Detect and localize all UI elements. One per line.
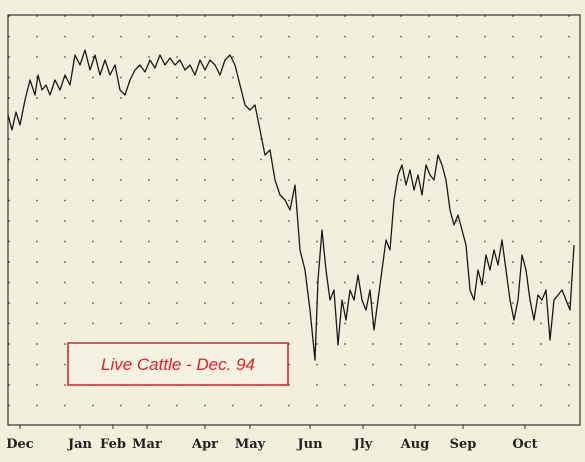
x-tick-label: Jly (353, 437, 373, 452)
annotation-box (67, 342, 289, 386)
x-tick-label: Dec (6, 437, 34, 452)
annotation: Live Cattle - Dec. 94 (101, 355, 255, 374)
x-tick-label: Jun (296, 437, 323, 452)
x-tick-label: Oct (512, 437, 537, 452)
x-tick-label: Aug (400, 437, 430, 452)
x-tick-label: Sep (450, 437, 477, 452)
x-tick-label: Jan (67, 437, 93, 452)
x-tick-label: May (235, 437, 266, 452)
x-tick-label: Mar (132, 437, 162, 452)
x-tick-label: Apr (191, 437, 218, 452)
price-line (7, 49, 575, 361)
x-tick-label: Feb (100, 437, 126, 452)
